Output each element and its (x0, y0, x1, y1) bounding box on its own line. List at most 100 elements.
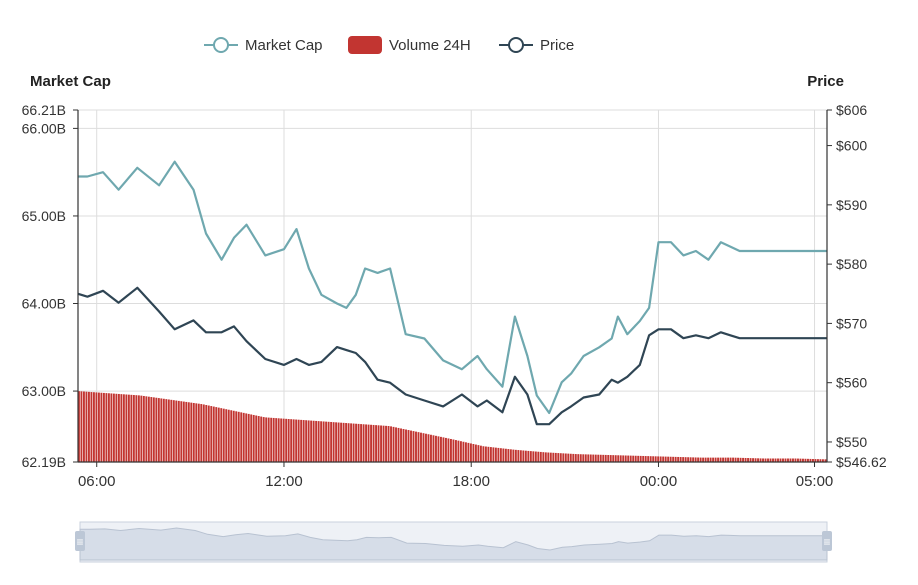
volume-bar (287, 419, 290, 462)
volume-bar (697, 457, 700, 462)
legend[interactable]: Market Cap Volume 24H Price (204, 36, 574, 54)
volume-bar (397, 427, 400, 462)
volume-bar (172, 400, 175, 462)
volume-bar (627, 455, 630, 462)
volume-bar (734, 457, 737, 462)
volume-bar (514, 449, 517, 462)
volume-bar (157, 398, 160, 462)
x-tick-label: 06:00 (78, 473, 116, 490)
volume-bar (177, 400, 180, 462)
volume-bar (235, 411, 238, 462)
volume-bar (312, 420, 315, 462)
volume-bar (814, 459, 817, 462)
volume-bar (517, 450, 520, 462)
legend-item-price[interactable]: Price (499, 37, 574, 54)
volume-bar (280, 418, 283, 462)
volume-bar (417, 432, 420, 462)
volume-bars (78, 391, 827, 462)
volume-bar (752, 458, 754, 462)
volume-bar (694, 457, 697, 462)
left-axis-title: Market Cap (30, 73, 111, 90)
volume-bar (619, 455, 622, 462)
volume-bar (547, 452, 550, 462)
right-tick-label: $590 (836, 197, 867, 213)
volume-bar (592, 454, 595, 462)
volume-bar (382, 425, 385, 462)
volume-bar (702, 457, 705, 462)
left-tick-label: 66.21B (22, 102, 66, 118)
slider-handle-left[interactable]: ≡ (75, 531, 85, 551)
volume-bar (654, 456, 657, 462)
volume-bar (90, 392, 93, 462)
volume-bar (345, 423, 348, 462)
volume-bar (95, 392, 98, 462)
volume-bar (674, 456, 677, 462)
volume-bar (137, 395, 140, 462)
volume-bar (412, 431, 415, 462)
volume-bar (185, 401, 188, 462)
volume-bar (784, 458, 787, 462)
volume-bar (712, 457, 715, 462)
volume-bar (552, 452, 555, 462)
volume-bar (402, 428, 405, 462)
grid (78, 109, 827, 463)
volume-bar (804, 458, 807, 462)
volume-bar (362, 424, 365, 462)
volume-bar (222, 408, 225, 462)
volume-bar (245, 413, 248, 462)
volume-bar (227, 409, 230, 462)
volume-bar (489, 447, 492, 462)
volume-bar (699, 457, 702, 462)
volume-bar (390, 426, 392, 462)
volume-bar (717, 457, 720, 462)
legend-item-market-cap[interactable]: Market Cap (204, 37, 323, 54)
volume-bar (682, 457, 685, 462)
volume-bar (242, 412, 245, 462)
volume-bar (260, 416, 263, 462)
volume-bar (609, 455, 612, 462)
volume-bar (282, 418, 285, 462)
volume-bar (160, 398, 163, 462)
volume-bar (85, 391, 88, 462)
volume-bar (207, 405, 210, 462)
volume-bar (307, 420, 310, 462)
volume-bar (817, 459, 819, 462)
volume-bar (779, 458, 782, 462)
volume-bar (639, 455, 642, 462)
volume-bar (737, 457, 740, 462)
volume-bar (782, 458, 784, 462)
volume-bar (612, 455, 615, 462)
volume-bar (722, 457, 725, 462)
right-tick-label: $546.62 (836, 454, 887, 470)
x-tick-label: 12:00 (265, 473, 303, 490)
volume-bar (729, 457, 732, 462)
volume-bar (484, 446, 487, 462)
volume-bar (719, 457, 722, 462)
volume-bar (100, 392, 103, 462)
volume-bar (724, 457, 727, 462)
axes: 66.21B 66.00B 65.00B 64.00B 63.00B 62.19B 06:0… (22, 102, 887, 490)
volume-bar (150, 397, 153, 462)
volume-bar (769, 458, 772, 462)
volume-bar (140, 395, 143, 462)
volume-bar (117, 393, 120, 462)
left-tick-label: 63.00B (22, 383, 66, 399)
volume-bar (667, 456, 670, 462)
volume-bar (175, 400, 178, 462)
volume-bar (474, 444, 477, 462)
legend-item-volume[interactable]: Volume 24H (348, 36, 471, 54)
data-zoom-slider[interactable]: ≡ ≡ (75, 521, 832, 563)
volume-bar (215, 407, 218, 462)
volume-bar (180, 401, 183, 462)
volume-bar (352, 423, 355, 462)
volume-bar (192, 402, 195, 462)
volume-bar (132, 395, 135, 462)
volume-bar (574, 454, 577, 462)
right-tick-label: $600 (836, 138, 867, 154)
volume-bar (300, 419, 303, 462)
volume-bar (459, 441, 462, 462)
volume-bar (819, 459, 822, 462)
volume-bar (789, 458, 792, 462)
slider-handle-right[interactable]: ≡ (822, 531, 832, 551)
